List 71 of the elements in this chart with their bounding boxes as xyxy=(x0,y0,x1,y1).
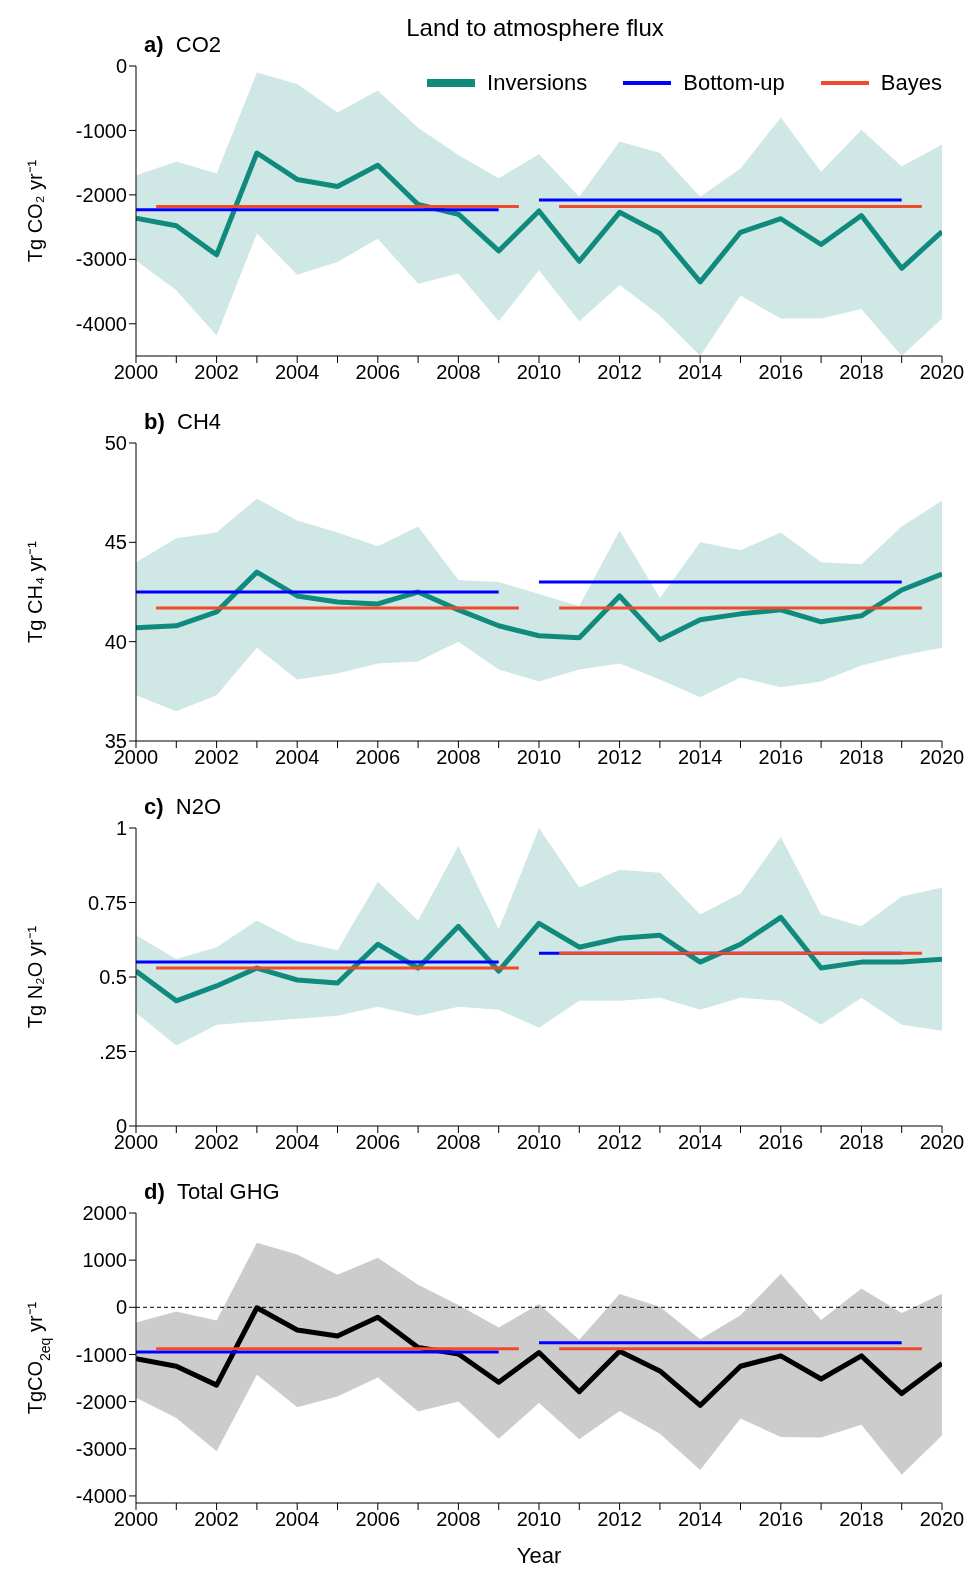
y-tick-label: 45 xyxy=(104,531,127,554)
x-tick-label: 2010 xyxy=(516,746,562,769)
x-tick-label: 2012 xyxy=(597,1508,642,1531)
x-tick-label: 2014 xyxy=(677,1508,723,1531)
x-tick-label: 2014 xyxy=(677,746,723,769)
x-tick-label: 2016 xyxy=(758,361,804,384)
y-tick-label: -3000 xyxy=(75,248,127,271)
y-axis-title: Tg N₂O yr⁻¹ xyxy=(24,925,46,1029)
x-tick-label: 2016 xyxy=(758,1508,804,1531)
legend-label: Inversions xyxy=(487,70,588,96)
x-tick-label: 2004 xyxy=(274,1131,320,1154)
chart-title: Land to atmosphere flux xyxy=(406,14,664,41)
x-tick-label: 2002 xyxy=(194,1131,239,1154)
x-tick-label: 2010 xyxy=(516,1508,562,1531)
x-tick-label: 2002 xyxy=(194,746,239,769)
y-tick-label: 1000 xyxy=(82,1249,127,1272)
x-tick-label: 2012 xyxy=(597,746,642,769)
chart-subtitle: c) N2O xyxy=(144,794,222,820)
y-axis-title: Tg CH₄ yr⁻¹ xyxy=(24,540,46,643)
x-tick-label: 2018 xyxy=(839,1131,884,1154)
y-tick-label: 0 xyxy=(115,1296,127,1319)
x-tick-label: 2008 xyxy=(436,1131,481,1154)
y-tick-label: 1 xyxy=(115,817,127,840)
legend-label: Bayes xyxy=(880,70,942,96)
chart-subtitle: d) Total GHG xyxy=(144,1179,280,1205)
x-tick-label: 2020 xyxy=(919,361,965,384)
y-tick-label: .25 xyxy=(99,1040,127,1063)
x-tick-label: 2012 xyxy=(597,361,642,384)
y-tick-label: 0 xyxy=(115,55,127,78)
y-axis-title: Tg CO₂ yr⁻¹ xyxy=(24,159,46,263)
x-tick-label: 2016 xyxy=(758,1131,804,1154)
x-tick-label: 2004 xyxy=(274,746,320,769)
y-tick-label: -4000 xyxy=(75,1485,127,1508)
x-tick-label: 2012 xyxy=(597,1131,642,1154)
x-tick-label: 2010 xyxy=(516,361,562,384)
x-tick-label: 2010 xyxy=(516,1131,562,1154)
x-tick-label: 2018 xyxy=(839,746,884,769)
x-tick-label: 2020 xyxy=(919,1131,965,1154)
x-tick-label: 2018 xyxy=(839,361,884,384)
y-tick-label: -1000 xyxy=(75,119,127,142)
y-tick-label: 50 xyxy=(104,432,127,455)
y-tick-label: -4000 xyxy=(75,312,127,335)
y-tick-label: -2000 xyxy=(75,1390,127,1413)
x-tick-label: 2008 xyxy=(436,746,481,769)
y-tick-label: 2000 xyxy=(82,1202,127,1225)
x-tick-label: 2008 xyxy=(436,361,481,384)
y-tick-label: -1000 xyxy=(75,1343,127,1366)
x-tick-label: 2006 xyxy=(355,1508,401,1531)
y-tick-label: 0.75 xyxy=(88,891,127,914)
y-tick-label: -2000 xyxy=(75,183,127,206)
x-tick-label: 2008 xyxy=(436,1508,481,1531)
chart-subtitle: b) CH4 xyxy=(144,409,222,435)
x-tick-label: 2002 xyxy=(194,361,239,384)
x-tick-label: 2004 xyxy=(274,1508,320,1531)
y-tick-label: 40 xyxy=(104,630,127,653)
x-tick-label: 2018 xyxy=(839,1508,884,1531)
x-tick-label: 2020 xyxy=(919,746,965,769)
x-tick-label: 2006 xyxy=(355,1131,401,1154)
x-tick-label: 2014 xyxy=(677,1131,723,1154)
legend-label: Bottom-up xyxy=(683,70,785,96)
x-tick-label: 2004 xyxy=(274,361,320,384)
x-tick-label: 2016 xyxy=(758,746,804,769)
x-tick-label: 2006 xyxy=(355,361,401,384)
x-tick-label: 2014 xyxy=(677,361,723,384)
x-axis-title: Year xyxy=(516,1543,562,1568)
x-tick-label: 2006 xyxy=(355,746,401,769)
y-tick-label: -3000 xyxy=(75,1437,127,1460)
x-tick-label: 2002 xyxy=(194,1508,239,1531)
x-tick-label: 2020 xyxy=(919,1508,965,1531)
y-tick-label: 0.5 xyxy=(99,966,127,989)
chart-subtitle: a) CO2 xyxy=(144,32,222,58)
